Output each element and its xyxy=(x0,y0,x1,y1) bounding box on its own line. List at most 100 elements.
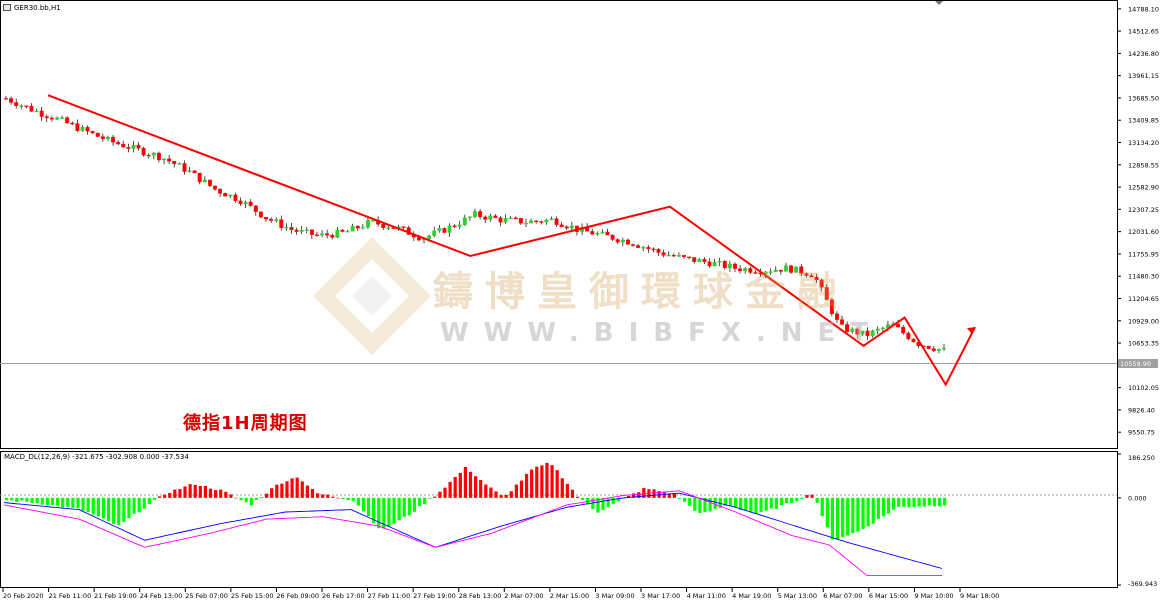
candle-body xyxy=(799,266,804,274)
candle-body xyxy=(253,205,258,212)
macd-bar xyxy=(45,497,49,506)
macd-bar xyxy=(509,491,513,498)
time-tick-label: 3 Mar 17:00 xyxy=(641,592,680,600)
current-price-value: 10559.90 xyxy=(1120,360,1151,368)
macd-bar xyxy=(366,497,371,517)
macd-bar xyxy=(759,497,763,512)
macd-bar xyxy=(61,497,65,508)
candle-body xyxy=(549,218,554,220)
candle-body xyxy=(106,136,110,140)
macd-bar xyxy=(331,496,335,498)
shift-marker-icon[interactable] xyxy=(935,1,943,5)
price-tick-label: 14236.80 xyxy=(1128,50,1159,58)
macd-bar xyxy=(830,497,835,540)
candle-body xyxy=(167,158,172,162)
macd-bar xyxy=(377,497,381,529)
macd-bar xyxy=(892,497,896,510)
macd-bar xyxy=(310,488,315,498)
candle-body xyxy=(478,211,483,218)
macd-bar xyxy=(112,497,116,524)
macd-bar xyxy=(137,497,141,513)
macd-bar xyxy=(611,497,615,504)
candle-body xyxy=(284,227,289,229)
macd-bar xyxy=(841,497,845,538)
candle-body xyxy=(717,261,722,263)
candle-body xyxy=(85,127,90,132)
macd-bar xyxy=(178,489,182,498)
macd-bar xyxy=(805,495,809,498)
candle-body xyxy=(834,313,839,320)
macd-bar xyxy=(152,497,157,500)
candle-body xyxy=(100,136,105,140)
candle-body xyxy=(294,229,299,232)
macd-tick-label: -369.943 xyxy=(1128,580,1157,588)
macd-bar xyxy=(943,497,947,506)
candle-body xyxy=(111,136,116,143)
candle-body xyxy=(299,229,304,232)
macd-bar xyxy=(800,497,804,500)
macd-bar xyxy=(902,497,906,507)
candle-body xyxy=(447,225,452,233)
candle-body xyxy=(243,201,248,204)
macd-bar xyxy=(698,497,702,514)
candle-body xyxy=(926,345,931,349)
price-tick-label: 12307.25 xyxy=(1128,206,1159,214)
candle-body xyxy=(722,261,727,268)
macd-bar xyxy=(239,497,243,501)
macd-bar xyxy=(856,497,860,532)
trendline xyxy=(47,94,976,387)
macd-bar xyxy=(55,497,60,506)
macd-bar xyxy=(5,497,9,501)
candle-body xyxy=(829,299,834,315)
candle-body xyxy=(151,152,156,156)
macd-bar xyxy=(117,497,121,526)
macd-bar xyxy=(565,483,569,498)
macd-bar xyxy=(76,497,80,509)
candle-body xyxy=(554,218,559,225)
candle-body xyxy=(192,170,197,174)
candle-body xyxy=(534,220,539,223)
macd-axis: 186.250 0.000 -369.943 xyxy=(1117,453,1157,588)
macd-bar xyxy=(168,492,172,498)
price-tick-label: 9550.75 xyxy=(1128,429,1155,437)
macd-bar xyxy=(851,497,855,534)
macd-tick-label: 186.250 xyxy=(1128,454,1155,462)
price-tick-label: 13961.15 xyxy=(1128,72,1159,80)
macd-bar xyxy=(876,497,880,519)
macd-bar xyxy=(305,485,309,498)
candle-body xyxy=(121,143,126,148)
candle-body xyxy=(141,148,146,156)
candle-body xyxy=(697,259,702,262)
time-tick-label: 21 Feb 11:00 xyxy=(49,592,92,600)
macd-bar xyxy=(693,497,697,511)
macd-bar xyxy=(795,497,799,501)
macd-bar xyxy=(637,492,641,498)
macd-bar xyxy=(183,486,187,498)
macd-bar xyxy=(101,497,106,519)
candle-body xyxy=(315,234,319,236)
macd-bar xyxy=(744,497,748,511)
candle-body xyxy=(676,255,681,257)
macd-bar xyxy=(132,497,136,514)
candle-body xyxy=(748,268,753,273)
price-tick-label: 13685.50 xyxy=(1128,94,1159,102)
candle-body xyxy=(65,117,70,124)
macd-bar xyxy=(764,497,768,511)
macd-bar xyxy=(545,462,549,498)
candle-body xyxy=(753,272,758,274)
candle-body xyxy=(636,245,641,248)
time-tick-label: 26 Feb 17:00 xyxy=(322,592,365,600)
candle-body xyxy=(784,265,788,272)
candle-body xyxy=(539,221,544,223)
candle-body xyxy=(401,226,406,228)
macd-bar xyxy=(769,497,773,509)
price-tick-label: 11480.30 xyxy=(1128,273,1159,281)
candle-body xyxy=(666,254,671,257)
macd-bar xyxy=(50,497,55,505)
macd-bar xyxy=(214,490,218,498)
macd-bar xyxy=(66,497,70,507)
candle-body xyxy=(289,227,294,231)
macd-bar xyxy=(733,497,738,508)
macd-bar xyxy=(555,470,559,498)
candle-body xyxy=(911,338,916,343)
